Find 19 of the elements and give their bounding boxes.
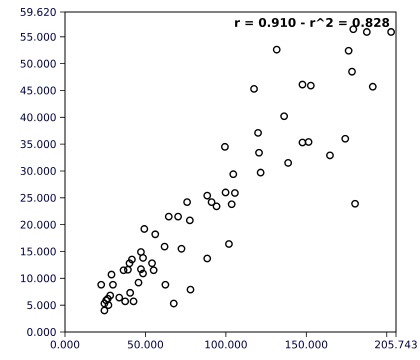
y-tick-label: 59.620 [20, 8, 56, 16]
y-tick-label: 5.000 [27, 301, 56, 310]
x-tick-label: 205.743 [375, 340, 417, 348]
y-tick-label: 40.000 [20, 113, 56, 122]
y-tick-label: 35.000 [20, 140, 56, 148]
x-tick-label: 50.000 [128, 340, 164, 348]
y-tick-label: 45.000 [20, 86, 56, 94]
y-tick-label: 25.000 [20, 194, 56, 202]
y-tick-label: 30.000 [20, 167, 56, 175]
y-tick-label: 20.000 [20, 220, 56, 229]
x-tick-label: 150.000 [286, 340, 328, 348]
y-tick-label: 55.000 [20, 32, 56, 41]
x-tick-label: 100.000 [205, 340, 247, 348]
y-tick-label: 0.000 [27, 328, 56, 336]
y-tick-label: 10.000 [21, 274, 56, 282]
y-tick-label: 50.000 [20, 60, 56, 68]
x-tick-label: 0.000 [50, 340, 80, 348]
annotation: r = 0.910 - r^2 = 0.828 [235, 18, 390, 28]
y-tick-label: 15.000 [21, 248, 56, 256]
